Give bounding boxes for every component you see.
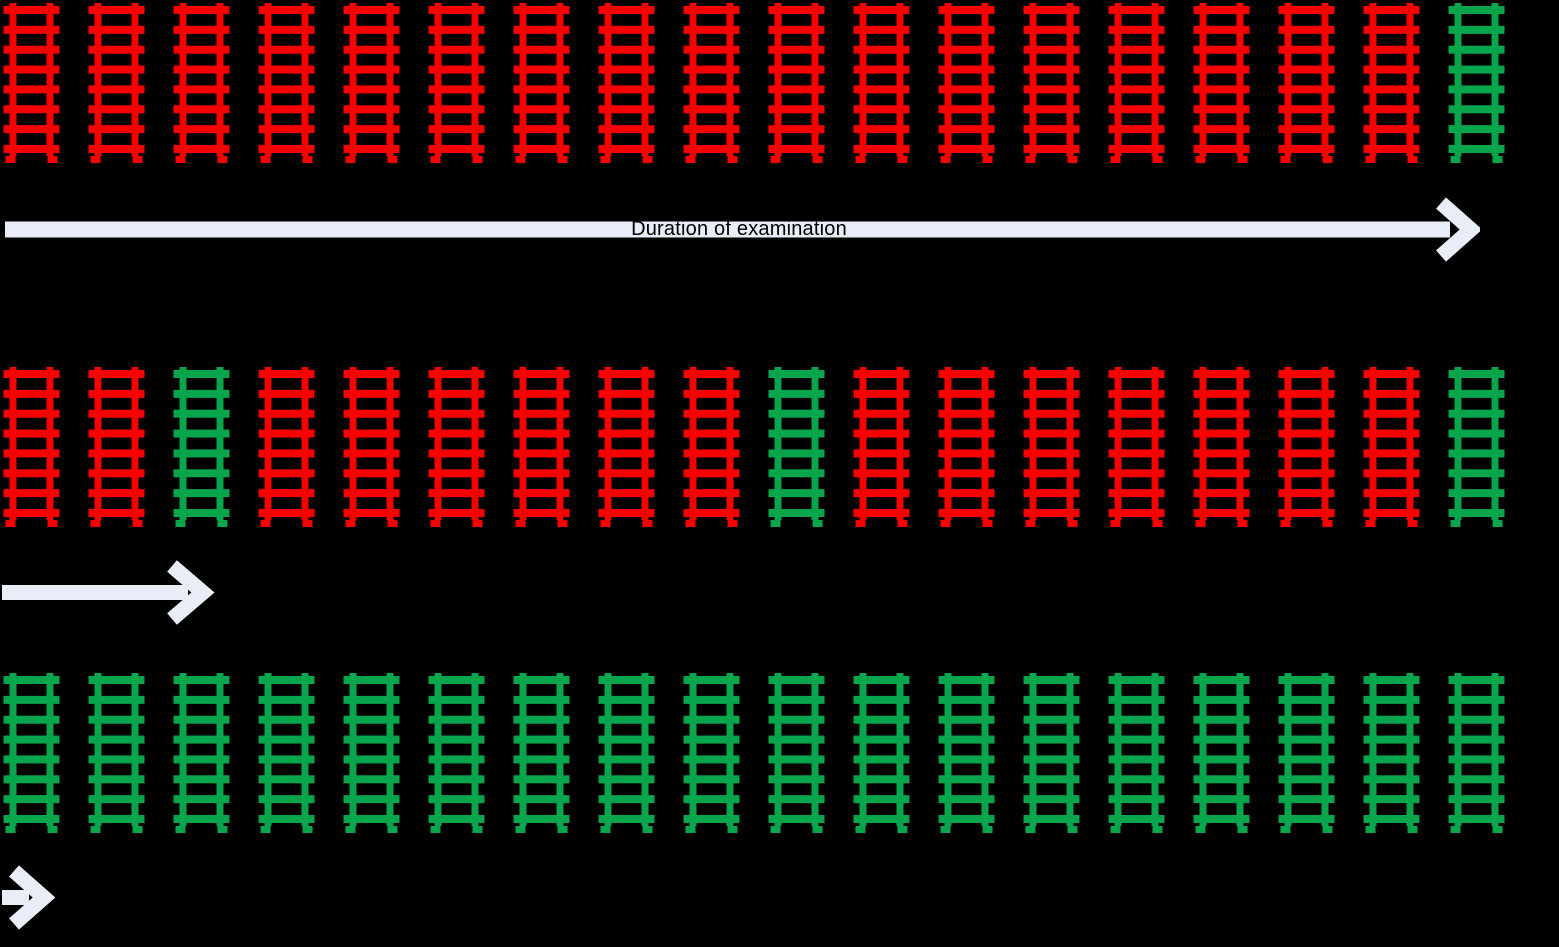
ladder-icon: [1193, 3, 1250, 163]
ladder-icon: [3, 673, 60, 833]
ladder-icon: [173, 3, 230, 163]
ladder-icon: [938, 367, 995, 527]
ladder-icon: [428, 367, 485, 527]
ladder-icon: [513, 367, 570, 527]
ladder-icon: [853, 3, 910, 163]
ladder-icon: [1278, 3, 1335, 163]
ladder-icon: [598, 3, 655, 163]
ladder-icon: [343, 673, 400, 833]
ladder-icon: [1448, 367, 1505, 527]
ladder-row-3: [3, 673, 1505, 833]
ladder-icon: [768, 673, 825, 833]
duration-arrow-very-short: [2, 865, 56, 930]
ladder-icon: [683, 673, 740, 833]
ladder-icon: [1448, 3, 1505, 163]
duration-arrow-short: [2, 560, 215, 625]
ladder-icon: [3, 367, 60, 527]
ladder-icon: [1023, 3, 1080, 163]
ladder-icon: [1193, 673, 1250, 833]
ladder-icon: [1023, 367, 1080, 527]
ladder-icon: [513, 3, 570, 163]
ladder-icon: [258, 3, 315, 163]
ladder-icon: [1193, 367, 1250, 527]
ladder-icon: [1108, 367, 1165, 527]
ladder-icon: [1023, 673, 1080, 833]
ladder-icon: [938, 673, 995, 833]
ladder-icon: [173, 367, 230, 527]
ladder-icon: [853, 673, 910, 833]
ladder-row-2: [3, 367, 1505, 527]
ladder-icon: [1278, 673, 1335, 833]
ladder-icon: [88, 367, 145, 527]
ladder-row-1: [3, 3, 1505, 163]
ladder-icon: [88, 3, 145, 163]
ladder-icon: [853, 367, 910, 527]
ladder-icon: [258, 673, 315, 833]
ladder-icon: [598, 367, 655, 527]
duration-of-examination-label: Duration of examination: [631, 218, 847, 240]
ladder-icon: [768, 3, 825, 163]
ladder-icon: [598, 673, 655, 833]
ladder-icon: [428, 673, 485, 833]
ladder-icon: [258, 367, 315, 527]
ladder-icon: [1108, 3, 1165, 163]
ladder-icon: [1363, 367, 1420, 527]
ladder-icon: [428, 3, 485, 163]
ladder-icon: [173, 673, 230, 833]
ladder-icon: [343, 367, 400, 527]
ladder-icon: [683, 367, 740, 527]
ladder-icon: [768, 367, 825, 527]
ladder-icon: [1363, 3, 1420, 163]
ladder-icon: [1448, 673, 1505, 833]
duration-arrow-long: [5, 197, 1480, 262]
ladder-icon: [938, 3, 995, 163]
ladder-icon: [88, 673, 145, 833]
ladder-icon: [3, 3, 60, 163]
ladder-icon: [1363, 673, 1420, 833]
ladder-icon: [1278, 367, 1335, 527]
ladder-icon: [1108, 673, 1165, 833]
ladder-icon: [513, 673, 570, 833]
ladder-icon: [683, 3, 740, 163]
ladder-icon: [343, 3, 400, 163]
